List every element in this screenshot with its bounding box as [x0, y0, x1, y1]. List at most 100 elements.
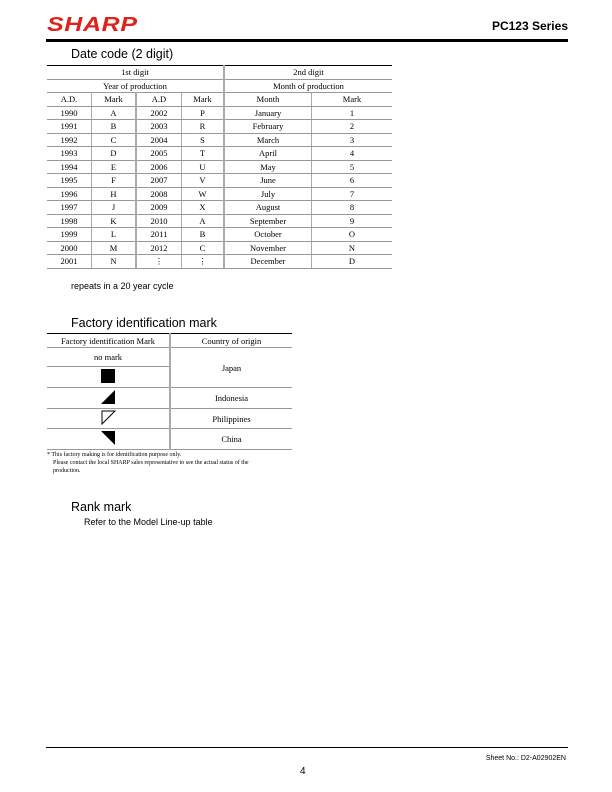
header-rule: [46, 39, 568, 42]
table-cell: 4: [311, 146, 392, 161]
table-cell: 1993: [47, 146, 92, 161]
table-cell: M: [91, 241, 136, 255]
table-row: 1995 F 2007 V June 6: [47, 173, 392, 188]
table-cell: N: [91, 254, 136, 269]
table-row: no mark Japan: [47, 347, 292, 388]
table-cell: 9: [311, 214, 392, 228]
table-cell: 1995: [47, 173, 92, 188]
footnote-line: * This factory making is for identificat…: [47, 452, 182, 458]
table-cell: 2000: [47, 241, 92, 255]
table-cell: A: [91, 106, 136, 120]
col-mark: Mark: [181, 92, 224, 107]
table-row: [47, 366, 292, 388]
table-cell: F: [91, 173, 136, 188]
table-row: 2000 M 2012 C November N: [47, 241, 392, 255]
table-cell: J: [91, 200, 136, 215]
table-cell: 1991: [47, 119, 92, 134]
table-cell: May: [223, 160, 312, 174]
table-cell: ⋮: [135, 254, 182, 269]
factory-title: Factory identification mark: [71, 316, 217, 330]
triangle-upper-right-icon: [101, 431, 115, 445]
footnote-line: production.: [53, 468, 81, 474]
table-cell: P: [181, 106, 224, 120]
table-row: 1996 H 2008 W July 7: [47, 187, 392, 201]
table-cell: K: [91, 214, 136, 228]
table-cell: August: [223, 200, 312, 215]
col-mark: Mark: [91, 92, 136, 107]
table-cell: 7: [311, 187, 392, 201]
sharp-logo: SHARP: [47, 14, 138, 36]
table-cell: 1997: [47, 200, 92, 215]
table-cell: W: [181, 187, 224, 201]
table-cell: 1994: [47, 160, 92, 174]
table-cell: 2006: [135, 160, 182, 174]
factory-table: Factory identification Mark Country of o…: [47, 333, 292, 450]
month-header: Month of production: [223, 79, 392, 93]
table-cell: 2010: [135, 214, 182, 228]
table-cell: March: [223, 133, 312, 147]
header-row: Year of production Month of production: [47, 79, 392, 93]
table-cell: H: [91, 187, 136, 201]
table-cell: D: [311, 254, 392, 269]
table-cell: July: [223, 187, 312, 201]
header-row: Factory identification Mark Country of o…: [47, 333, 292, 348]
table-cell: B: [91, 119, 136, 134]
table-cell: C: [91, 133, 136, 147]
col-ad: A.D: [135, 92, 182, 107]
col-month: Month: [223, 92, 312, 107]
table-cell: 1998: [47, 214, 92, 228]
table-row: 1993 D 2005 T April 4: [47, 146, 392, 161]
table-cell: April: [223, 146, 312, 161]
footnote-line: Please contact the local SHARP sales rep…: [53, 460, 249, 466]
table-row: 1994 E 2006 U May 5: [47, 160, 392, 174]
table-cell: O: [311, 227, 392, 242]
country-japan: Japan: [169, 347, 292, 388]
triangle-lower-right-icon: [101, 390, 115, 404]
country-philippines: Philippines: [169, 408, 292, 429]
mark-cell: [47, 408, 170, 429]
table-cell: 2005: [135, 146, 182, 161]
table-row: Indonesia: [47, 387, 292, 409]
rank-text: Refer to the Model Line-up table: [84, 517, 213, 527]
table-cell: 1996: [47, 187, 92, 201]
second-digit-header: 2nd digit: [223, 65, 392, 80]
table-cell: 2: [311, 119, 392, 134]
cycle-note: repeats in a 20 year cycle: [71, 281, 174, 291]
col-ad: A.D.: [47, 92, 92, 107]
table-cell: V: [181, 173, 224, 188]
table-cell: T: [181, 146, 224, 161]
table-cell: E: [91, 160, 136, 174]
first-digit-header: 1st digit: [47, 65, 224, 80]
table-cell: 2001: [47, 254, 92, 269]
date-code-title: Date code (2 digit): [71, 47, 174, 61]
triangle-outline-upper-left-icon: [101, 410, 116, 426]
table-row: 2001 N ⋮ ⋮ December D: [47, 254, 392, 269]
table-row: China: [47, 428, 292, 450]
factory-footnote: * This factory making is for identificat…: [47, 451, 249, 475]
table-cell: 8: [311, 200, 392, 215]
table-cell: 2002: [135, 106, 182, 120]
mark-cell: [47, 387, 170, 409]
table-row: 1999 L 2011 B October O: [47, 227, 392, 242]
table-row: 1997 J 2009 X August 8: [47, 200, 392, 215]
table-cell: ⋮: [181, 254, 224, 269]
mark-cell: [47, 366, 170, 388]
table-cell: 2012: [135, 241, 182, 255]
country-china: China: [169, 428, 292, 450]
table-cell: 2007: [135, 173, 182, 188]
table-cell: December: [223, 254, 312, 269]
year-header: Year of production: [47, 79, 224, 93]
country-indonesia: Indonesia: [169, 387, 292, 409]
table-cell: 2004: [135, 133, 182, 147]
page-number: 4: [300, 766, 306, 777]
table-cell: October: [223, 227, 312, 242]
table-cell: X: [181, 200, 224, 215]
table-cell: N: [311, 241, 392, 255]
no-mark: no mark: [47, 347, 170, 367]
table-cell: February: [223, 119, 312, 134]
col-mark: Factory identification Mark: [47, 333, 170, 348]
col-mark: Mark: [311, 92, 392, 107]
table-cell: C: [181, 241, 224, 255]
table-cell: 6: [311, 173, 392, 188]
